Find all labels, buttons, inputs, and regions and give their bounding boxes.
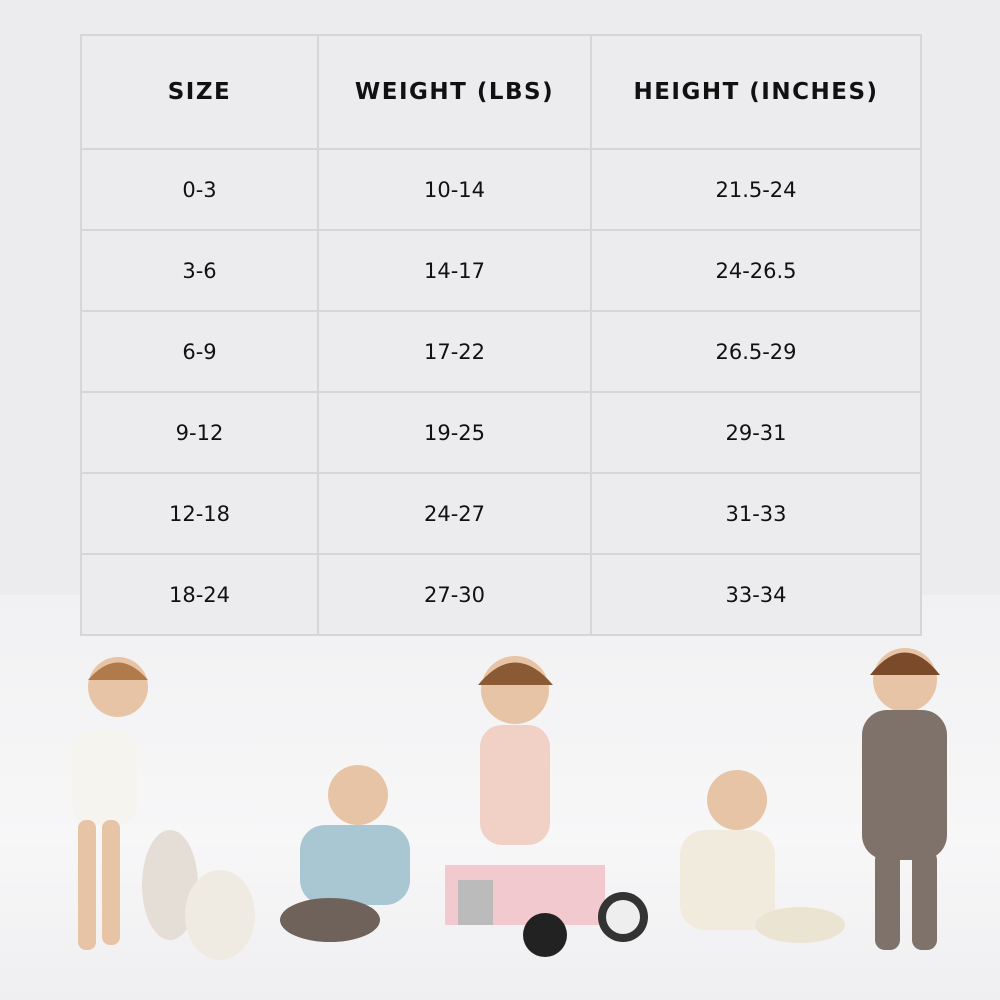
cell-weight: 27-30: [317, 553, 592, 636]
table-row: 3-6 14-17 24-26.5: [80, 229, 922, 312]
baby-standing-brown: [862, 648, 947, 950]
baby-sitting-blue: [280, 765, 410, 942]
header-height: HEIGHT (INCHES): [590, 34, 922, 150]
cell-size: 3-6: [80, 229, 319, 312]
baby-standing-white: [72, 657, 148, 950]
table-row: 12-18 24-27 31-33: [80, 472, 922, 555]
cell-weight: 19-25: [317, 391, 592, 474]
table-row: 6-9 17-22 26.5-29: [80, 310, 922, 393]
cell-weight: 17-22: [317, 310, 592, 393]
table-row: 9-12 19-25 29-31: [80, 391, 922, 474]
cell-size: 0-3: [80, 148, 319, 231]
cell-height: 31-33: [590, 472, 922, 555]
header-size: SIZE: [80, 34, 319, 150]
cell-height: 33-34: [590, 553, 922, 636]
baby-sitting-cream: [680, 770, 845, 943]
cell-size: 6-9: [80, 310, 319, 393]
cell-size: 18-24: [80, 553, 319, 636]
cell-height: 24-26.5: [590, 229, 922, 312]
baby-on-car-pink: [445, 656, 648, 957]
size-chart-table: SIZE WEIGHT (LBS) HEIGHT (INCHES) 0-3 10-…: [80, 34, 922, 636]
header-weight: WEIGHT (LBS): [317, 34, 592, 150]
cell-weight: 10-14: [317, 148, 592, 231]
table-row: 18-24 27-30 33-34: [80, 553, 922, 636]
cell-height: 26.5-29: [590, 310, 922, 393]
cell-size: 12-18: [80, 472, 319, 555]
babies-illustration: [72, 648, 947, 960]
cell-weight: 14-17: [317, 229, 592, 312]
cell-weight: 24-27: [317, 472, 592, 555]
cell-height: 29-31: [590, 391, 922, 474]
cell-size: 9-12: [80, 391, 319, 474]
plush-toys: [142, 830, 255, 960]
cell-height: 21.5-24: [590, 148, 922, 231]
table-row: 0-3 10-14 21.5-24: [80, 148, 922, 231]
table-header-row: SIZE WEIGHT (LBS) HEIGHT (INCHES): [80, 34, 922, 150]
